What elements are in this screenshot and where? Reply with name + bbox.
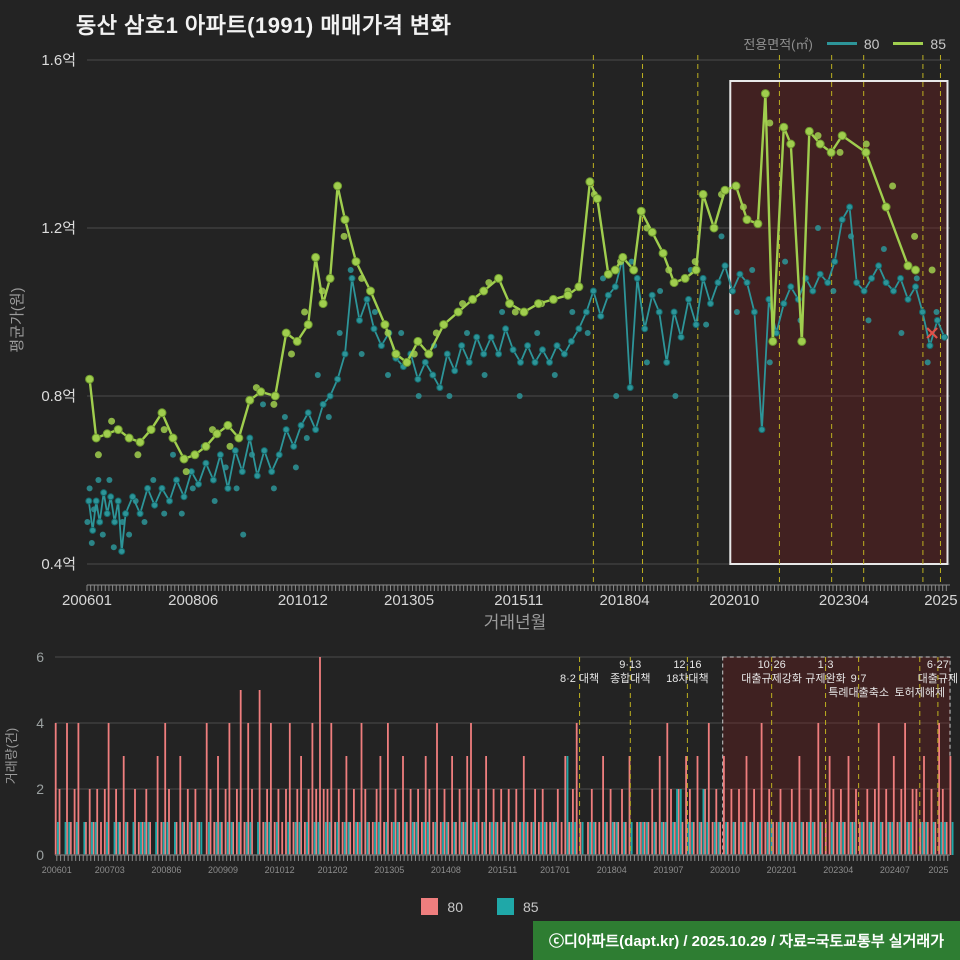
y-axis-tick-label: 0.4억 bbox=[41, 556, 76, 573]
volume-y-tick-label: 6 bbox=[36, 649, 44, 665]
volume-x-tick-label: 202010 bbox=[710, 865, 740, 875]
series-80-line-swatch bbox=[826, 42, 857, 45]
series-85-line-swatch bbox=[893, 42, 924, 45]
volume-x-tick-label: 201511 bbox=[488, 865, 517, 875]
volume-x-tick-label: 202201 bbox=[767, 865, 797, 875]
volume-x-tick-label: 201701 bbox=[540, 865, 570, 875]
volume-x-tick-label: 2025 bbox=[928, 865, 948, 875]
policy-annotation: 9·7 bbox=[851, 673, 867, 685]
volume-x-tick-label: 200806 bbox=[151, 865, 181, 875]
legend-bottom-85-label: 85 bbox=[523, 898, 539, 915]
policy-annotation: 종합대책 bbox=[610, 672, 650, 685]
legend-top-caption: 전용면적(㎡) bbox=[743, 37, 813, 52]
policy-annotation: 6·27 bbox=[927, 659, 949, 671]
legend-item-80-label: 80 bbox=[863, 35, 880, 52]
volume-x-tick-label: 200909 bbox=[208, 865, 238, 875]
legend-item-85-label: 85 bbox=[930, 35, 946, 52]
volume-x-tick-label: 201907 bbox=[653, 865, 683, 875]
bars-85 bbox=[57, 756, 954, 855]
x-axis-tick-label: 201305 bbox=[384, 592, 434, 609]
volume-x-tick-label: 202407 bbox=[880, 865, 910, 875]
y-axis-tick-label: 1.6억 bbox=[41, 52, 76, 69]
volume-x-tick-label: 201408 bbox=[431, 865, 461, 875]
volume-y-tick-label: 2 bbox=[36, 781, 44, 797]
volume-x-tick-label: 200703 bbox=[95, 865, 125, 875]
volume-x-tick-label: 202304 bbox=[823, 865, 853, 875]
y-axis-title: 평균가(원) bbox=[9, 287, 26, 352]
x-axis-tick-label: 201012 bbox=[278, 592, 328, 609]
volume-x-tick-label: 201012 bbox=[265, 865, 295, 875]
volume-y-tick-label: 0 bbox=[36, 847, 44, 863]
legend-item-80[interactable]: 80 bbox=[826, 35, 880, 52]
policy-annotation: 18차대책 bbox=[666, 672, 709, 685]
legend-bottom-item-85[interactable]: 85 bbox=[497, 898, 539, 915]
volume-x-tick-label: 201202 bbox=[318, 865, 348, 875]
bars-80 bbox=[54, 657, 952, 855]
x-axis-tick-label: 2025 bbox=[924, 592, 957, 609]
volume-x-tick-label: 201804 bbox=[597, 865, 627, 875]
bar-80-swatch bbox=[421, 898, 439, 915]
series-85 bbox=[85, 89, 936, 476]
x-axis-tick-label: 202304 bbox=[819, 592, 869, 609]
x-axis-tick-label: 201511 bbox=[494, 592, 543, 609]
policy-annotation: 1·3 bbox=[818, 659, 834, 671]
policy-annotation: 9·13 bbox=[619, 659, 641, 671]
x-axis-tick-label: 200601 bbox=[62, 592, 112, 609]
main-price-chart: 0.4억 0.8억 1.2억 1.6억 200601 200806 201012 201305… bbox=[9, 52, 958, 632]
x-axis-title: 거래년월 bbox=[484, 613, 547, 632]
volume-x-tick-label: 201305 bbox=[374, 865, 404, 875]
policy-annotation: 8·2 대책 bbox=[560, 672, 599, 685]
legend-bottom-80-label: 80 bbox=[447, 898, 463, 915]
footer-credit: ⓒ디아파트(dapt.kr) / 2025.10.29 / 자료=국토교통부 실… bbox=[532, 921, 960, 960]
policy-annotation: 12·16 bbox=[673, 659, 701, 671]
volume-x-tick-label: 200601 bbox=[42, 865, 72, 875]
policy-annotation: 대출규제강화 bbox=[741, 672, 802, 685]
policy-annotation: 규제완화 bbox=[805, 672, 845, 685]
y-axis-tick-label: 1.2억 bbox=[41, 220, 76, 237]
page-title: 동산 삼호1 아파트(1991) 매매가격 변화 bbox=[76, 13, 452, 38]
legend-item-85[interactable]: 85 bbox=[893, 36, 946, 52]
policy-annotation: 10·26 bbox=[758, 659, 786, 671]
legend-bottom: 80 85 bbox=[0, 898, 960, 915]
x-axis-tick-label: 201804 bbox=[599, 592, 649, 609]
policy-annotation: 토허제해제 bbox=[894, 685, 945, 699]
legend-top: 전용면적(㎡) 80 85 bbox=[743, 34, 946, 53]
legend-bottom-item-80[interactable]: 80 bbox=[421, 898, 463, 915]
policy-annotation: 대출규제 bbox=[918, 672, 958, 685]
volume-y-tick-label: 4 bbox=[36, 715, 44, 731]
bar-85-swatch bbox=[497, 898, 514, 915]
policy-annotation: 특례대출축소 bbox=[828, 686, 889, 699]
x-axis-tick-label: 202010 bbox=[709, 592, 759, 609]
y-axis-tick-label: 0.8억 bbox=[41, 388, 76, 405]
volume-y-axis-title: 거래량(건) bbox=[4, 728, 19, 785]
x-axis-tick-label: 200806 bbox=[168, 592, 218, 609]
